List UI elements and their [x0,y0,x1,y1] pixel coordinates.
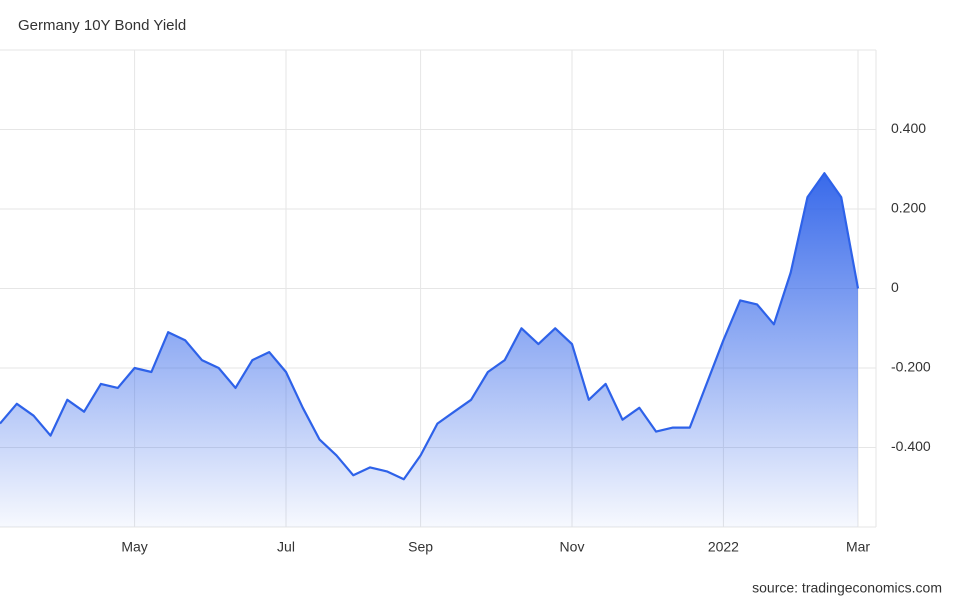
line [0,172,860,481]
y-tick-label: 0 [891,279,899,295]
x-tick-label: Jul [277,539,295,555]
x-tick-label: Nov [560,539,585,555]
chart-title: Germany 10Y Bond Yield [18,17,186,34]
y-tick-label: -0.200 [891,359,931,375]
x-tick-label: Sep [408,539,433,555]
x-tick-label: May [121,539,147,555]
source: source: tradingeconomics.com [752,580,942,596]
y-tick-label: 0.400 [891,120,926,136]
area-fill [0,173,858,527]
x-tick-label: 2022 [708,539,739,555]
x-tick-label: Mar [846,539,870,555]
y-tick-label: 0.200 [891,200,926,216]
y-tick-label: -0.400 [891,438,931,454]
